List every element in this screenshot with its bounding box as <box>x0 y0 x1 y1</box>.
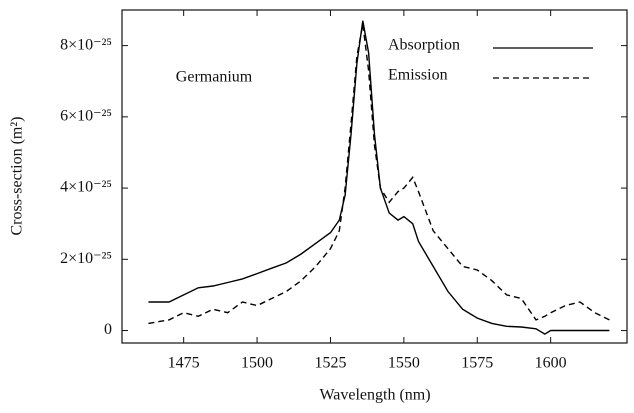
x-tick-label: 1550 <box>388 355 420 372</box>
y-tick-label: 2×10⁻²⁵ <box>60 250 112 267</box>
x-axis-label: Wavelength (nm) <box>319 387 430 404</box>
y-tick-label: 4×10⁻²⁵ <box>60 179 112 196</box>
line-series <box>148 20 610 335</box>
legend-label: Absorption <box>388 37 460 54</box>
x-tick-label: 1475 <box>168 355 200 372</box>
legend-label: Emission <box>388 67 448 84</box>
plot-frame <box>121 9 628 344</box>
x-tick-label: 1525 <box>314 355 346 372</box>
y-tick-label: 8×10⁻²⁵ <box>60 36 112 53</box>
x-tick-label: 1500 <box>241 355 273 372</box>
y-tick-label: 0 <box>104 321 112 338</box>
x-tick-label: 1575 <box>461 355 493 372</box>
y-tick-label: 6×10⁻²⁵ <box>60 108 112 125</box>
annotation: Germanium <box>176 69 253 86</box>
line-series <box>148 24 610 325</box>
y-axis-label: Cross-section (m²) <box>9 117 26 236</box>
x-tick-label: 1600 <box>535 355 567 372</box>
